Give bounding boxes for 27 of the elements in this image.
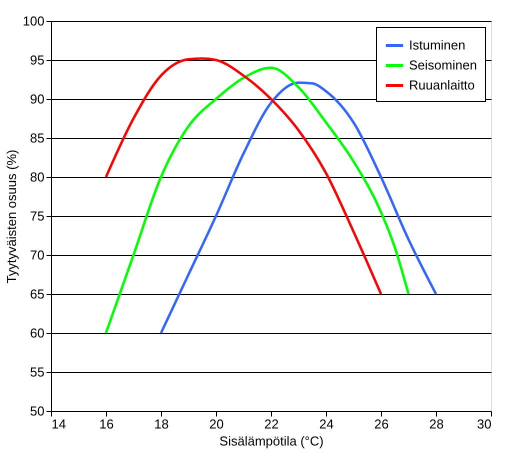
y-tick-label: 65 — [30, 286, 44, 302]
line-series — [104, 57, 382, 296]
y-tick-label: 50 — [30, 404, 44, 418]
x-tick-label: 16 — [99, 416, 114, 432]
x-tick-label: 18 — [154, 416, 169, 432]
y-tick-label: 60 — [30, 326, 44, 340]
x-tick-label: 30 — [477, 416, 492, 432]
y-tick-label: 70 — [30, 248, 44, 262]
y-tick-label: 85 — [30, 130, 44, 146]
y-tick-label: 100 — [22, 14, 44, 28]
legend-label: Istuminen — [409, 38, 466, 52]
x-tick-label: 26 — [374, 416, 389, 432]
x-tick-label: 14 — [52, 416, 66, 432]
x-tick-label: 22 — [264, 416, 279, 432]
y-axis-title: Tyytyväisten osuus (%) — [4, 150, 19, 284]
y-tick-label: 75 — [30, 208, 44, 224]
x-tick-label: 24 — [319, 416, 334, 432]
y-tick-label: 80 — [30, 170, 44, 184]
legend-label: Ruuanlaitto — [409, 78, 475, 92]
x-tick-label: 28 — [429, 416, 444, 432]
y-tick-label: 55 — [30, 364, 44, 380]
y-tick-label: 95 — [30, 52, 44, 68]
x-tick-label: 20 — [209, 416, 224, 432]
x-axis-title: Sisälämpötila (°C) — [219, 434, 324, 448]
line-series — [104, 66, 410, 334]
legend-label: Seisominen — [409, 58, 477, 72]
y-tick-label: 90 — [30, 92, 44, 106]
